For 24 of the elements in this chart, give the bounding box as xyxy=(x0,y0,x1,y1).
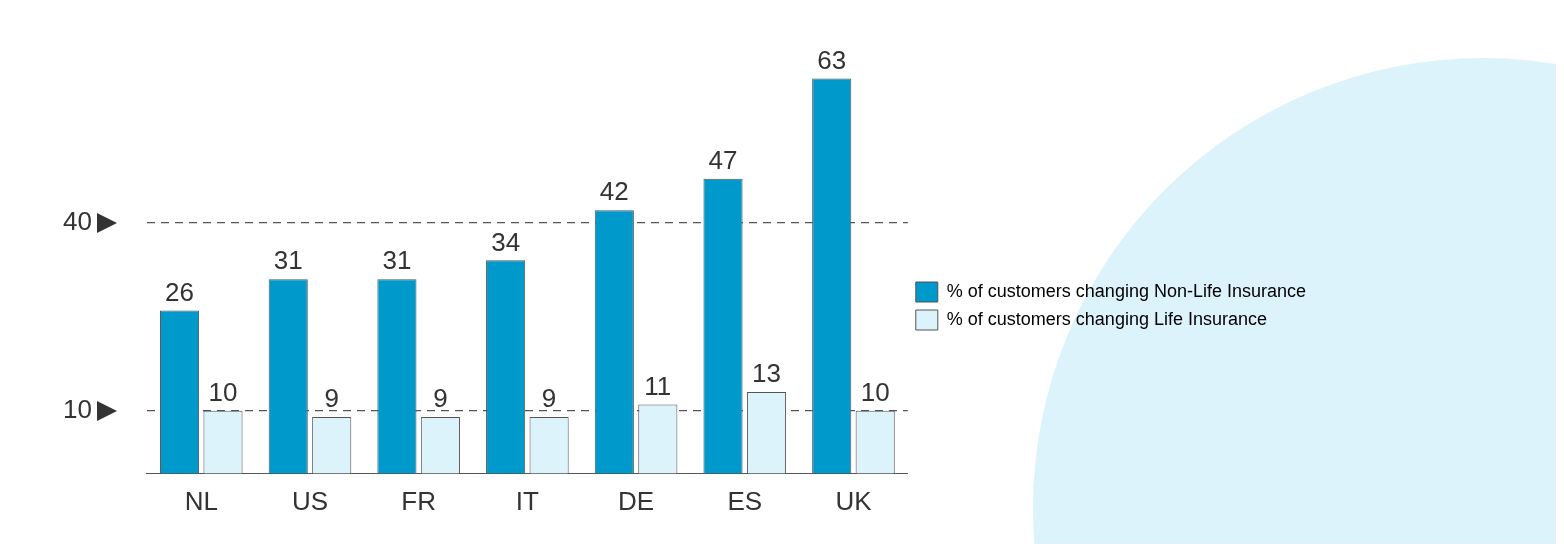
x-tick-label: IT xyxy=(515,486,540,517)
legend-label: % of customers changing Life Insurance xyxy=(946,308,1267,329)
data-label: 31 xyxy=(382,245,412,276)
data-label: 47 xyxy=(708,145,738,176)
x-tick-label: DE xyxy=(618,486,655,517)
x-tick-label: NL xyxy=(184,486,218,517)
legend-label: % of customers changing Non-Life Insurance xyxy=(946,280,1307,301)
y-tick-label: 40 xyxy=(63,205,92,236)
data-label: 10 xyxy=(208,376,238,407)
data-label: 34 xyxy=(491,226,521,257)
data-label: 13 xyxy=(752,358,781,389)
data-label: 42 xyxy=(599,176,629,207)
x-tick-label: FR xyxy=(401,486,436,517)
data-label: 31 xyxy=(273,245,303,276)
data-label: 9 xyxy=(541,383,557,414)
data-label: 26 xyxy=(165,276,194,307)
data-label: 9 xyxy=(433,383,448,414)
data-label: 10 xyxy=(860,376,890,407)
x-tick-label: US xyxy=(291,486,329,517)
data-label: 63 xyxy=(817,44,847,75)
x-tick-label: UK xyxy=(835,486,873,517)
data-label: 9 xyxy=(324,383,339,414)
x-tick-label: ES xyxy=(727,486,763,517)
data-label: 11 xyxy=(644,370,672,401)
